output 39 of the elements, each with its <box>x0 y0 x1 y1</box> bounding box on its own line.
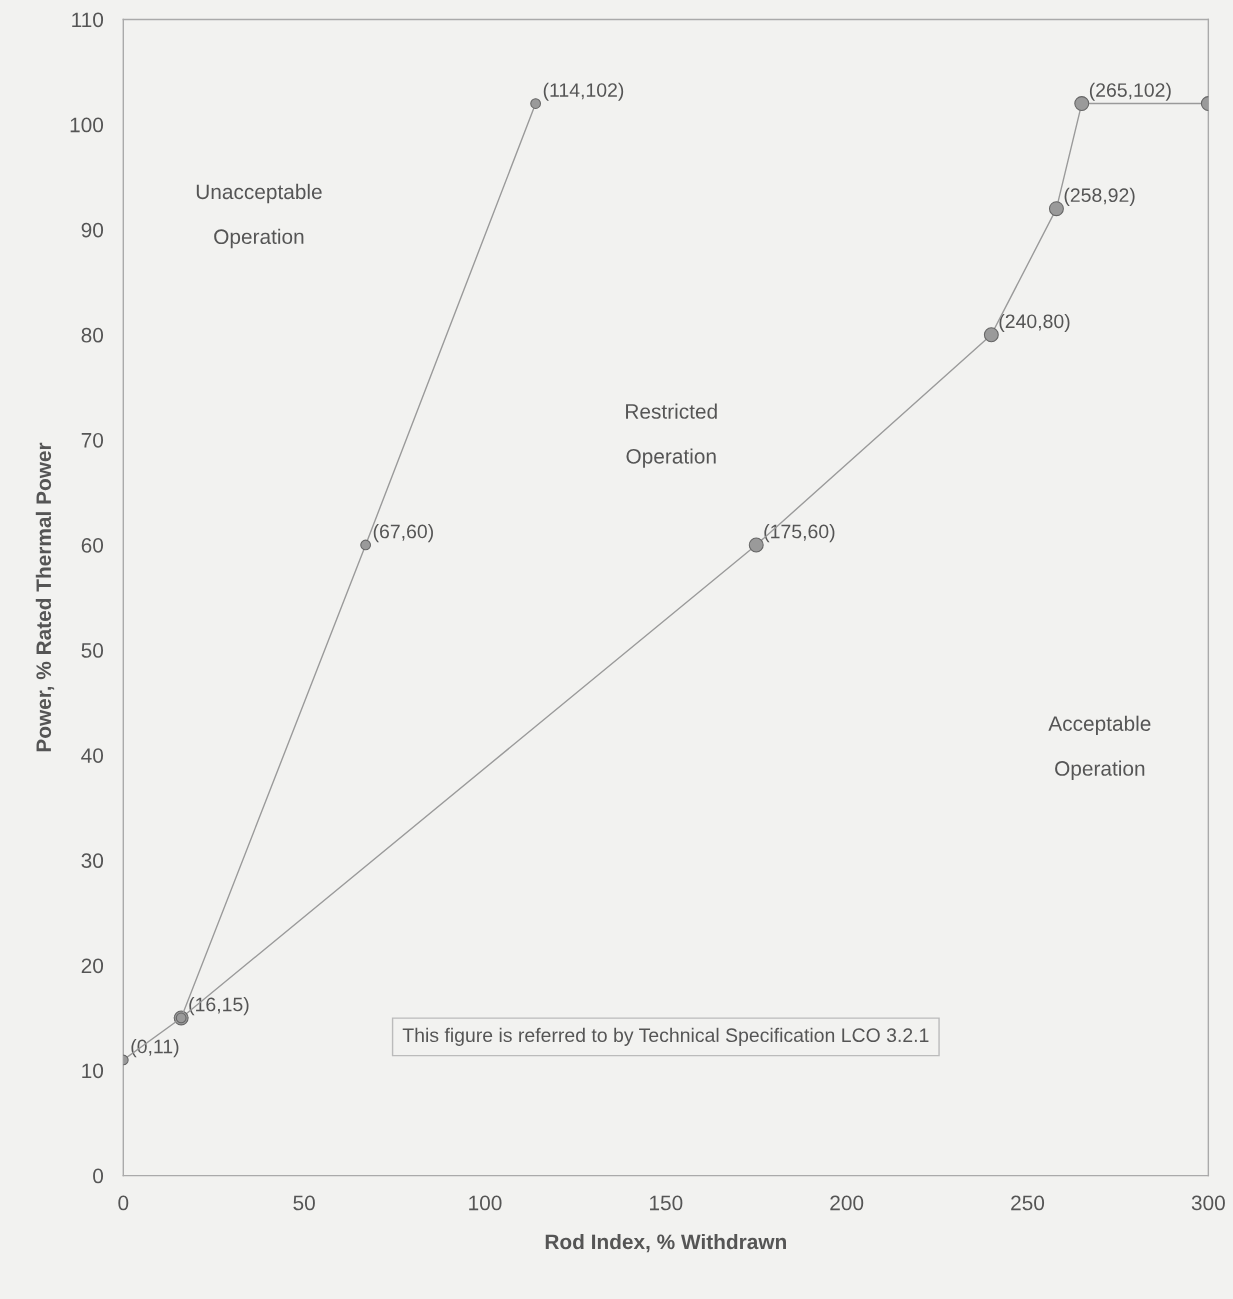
y-tick-label: 80 <box>81 327 104 343</box>
y-tick-label: 10 <box>82 1063 104 1079</box>
x-tick-label: 300 <box>1191 1195 1225 1211</box>
annotation: (258,92) <box>1064 187 1135 206</box>
x-tick-label: 50 <box>293 1195 315 1211</box>
annotation: This figure is referred to by Technical Specification LCO 3.2.1 <box>402 1027 929 1046</box>
y-tick-label: 110 <box>72 12 104 28</box>
y-tick-label: 20 <box>81 958 104 974</box>
annotation: (0,11) <box>131 1039 179 1058</box>
y-tick-label: 100 <box>70 117 104 133</box>
x-tick-label: 100 <box>469 1195 502 1211</box>
annotation: (265,102) <box>1089 82 1171 101</box>
annotation: (67,60) <box>373 524 433 543</box>
annotation: (175,60) <box>764 524 835 543</box>
x-tick-label: 0 <box>118 1195 129 1211</box>
y-tick-label: 70 <box>81 432 104 448</box>
y-tick-label: 0 <box>93 1168 104 1184</box>
point <box>748 537 764 553</box>
y-axis-title: Power, % Rated Thermal Power <box>35 442 55 752</box>
point <box>1074 96 1090 112</box>
x-tick-label: 250 <box>1011 1195 1045 1211</box>
point <box>983 327 999 343</box>
text: Restricted Operation <box>626 403 717 468</box>
annotation: (16,15) <box>189 997 249 1016</box>
y-tick-label: 50 <box>81 643 104 658</box>
annotation: (114,102) <box>543 82 624 101</box>
text: Unacceptable Operation <box>196 183 322 249</box>
x-axis-title: Rod Index, % Withdrawn <box>545 1233 786 1253</box>
point <box>360 539 372 551</box>
y-tick-label: 30 <box>81 853 104 869</box>
text: Acceptable Operation <box>1048 715 1151 780</box>
point <box>1048 201 1064 217</box>
y-tick-label: 40 <box>81 748 104 763</box>
y-tick-label: 60 <box>81 537 104 553</box>
y-tick-label: 90 <box>81 222 104 238</box>
annotation: (240,80) <box>999 313 1070 332</box>
x-tick-label: 150 <box>650 1195 683 1211</box>
x-tick-label: 200 <box>830 1195 864 1211</box>
point <box>530 98 541 109</box>
